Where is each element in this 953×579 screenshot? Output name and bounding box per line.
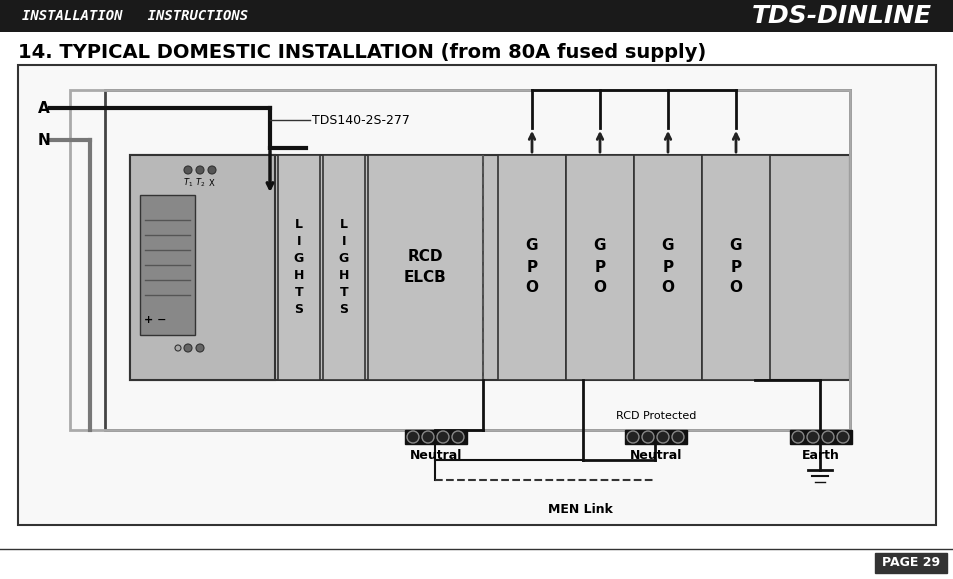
Circle shape (195, 344, 204, 352)
Bar (0, 549, 953, 579)
Circle shape (671, 431, 683, 443)
Circle shape (452, 431, 463, 443)
Bar (140, 195, 194, 335)
Bar (130, 155, 274, 380)
Text: L
I
G
H
T
S: L I G H T S (294, 218, 304, 316)
Text: G
P
O: G P O (660, 239, 674, 295)
Circle shape (195, 166, 204, 174)
Text: G
P
O: G P O (593, 239, 606, 295)
Circle shape (806, 431, 818, 443)
Text: INSTALLATION   INSTRUCTIONS: INSTALLATION INSTRUCTIONS (22, 9, 248, 23)
Circle shape (836, 431, 848, 443)
Text: X: X (209, 178, 214, 188)
Text: MEN Link: MEN Link (547, 504, 612, 516)
Bar (105, 90, 849, 430)
Bar (18, 65, 935, 525)
Bar (0, 0, 953, 32)
Text: Neutral: Neutral (629, 449, 681, 463)
Bar (405, 430, 467, 444)
Bar (874, 553, 946, 573)
Text: RCD Protected: RCD Protected (616, 411, 696, 421)
Bar (277, 155, 319, 380)
Circle shape (184, 166, 192, 174)
Bar (130, 155, 849, 380)
Bar (497, 155, 565, 380)
Bar (634, 155, 701, 380)
Text: N: N (38, 133, 51, 148)
Text: $T_2$: $T_2$ (194, 177, 205, 189)
Text: 14. TYPICAL DOMESTIC INSTALLATION (from 80A fused supply): 14. TYPICAL DOMESTIC INSTALLATION (from … (18, 42, 705, 61)
Text: TDS140-2S-277: TDS140-2S-277 (312, 113, 410, 126)
Circle shape (791, 431, 803, 443)
Text: $T_1$: $T_1$ (183, 177, 193, 189)
Text: L
I
G
H
T
S: L I G H T S (338, 218, 349, 316)
Bar (323, 155, 365, 380)
Circle shape (174, 345, 181, 351)
Text: A: A (38, 101, 50, 115)
Circle shape (436, 431, 449, 443)
Bar (701, 155, 769, 380)
Text: RCD
ELCB: RCD ELCB (403, 249, 446, 285)
Circle shape (657, 431, 668, 443)
Bar (70, 90, 849, 430)
Text: G
P
O: G P O (525, 239, 537, 295)
Bar (624, 430, 686, 444)
Circle shape (208, 166, 215, 174)
Circle shape (421, 431, 434, 443)
Bar (368, 155, 482, 380)
Circle shape (184, 344, 192, 352)
Text: PAGE 29: PAGE 29 (881, 556, 939, 570)
Circle shape (626, 431, 639, 443)
Text: Neutral: Neutral (410, 449, 461, 463)
Bar (565, 155, 634, 380)
Circle shape (821, 431, 833, 443)
Text: + −: + − (144, 315, 166, 325)
Text: Earth: Earth (801, 449, 839, 463)
Text: TDS-DINLINE: TDS-DINLINE (751, 4, 931, 28)
Circle shape (407, 431, 418, 443)
Circle shape (641, 431, 654, 443)
Text: G
P
O: G P O (729, 239, 741, 295)
Bar (789, 430, 851, 444)
